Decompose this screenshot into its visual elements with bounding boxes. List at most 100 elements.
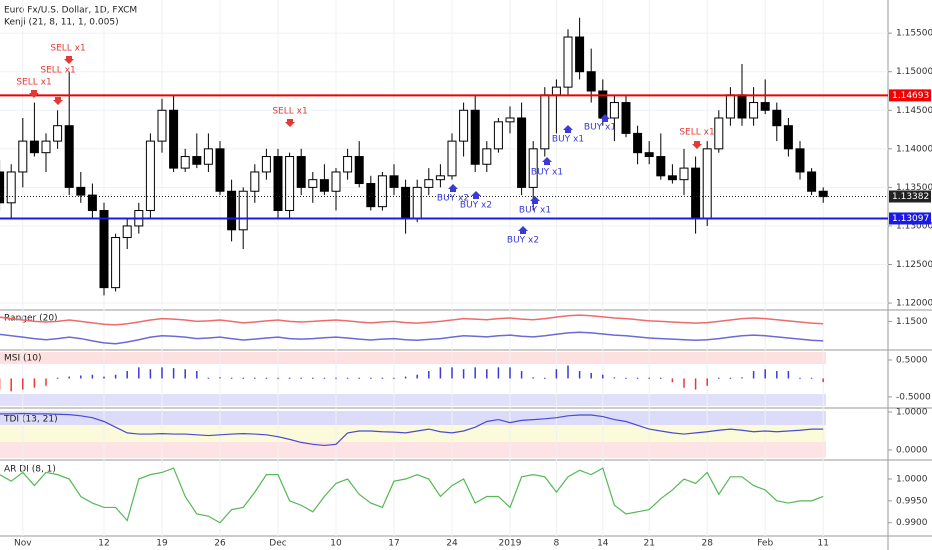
- signal-arrow: [692, 141, 702, 149]
- candle-body: [517, 117, 527, 188]
- candle-body: [412, 186, 422, 219]
- candle-body: [447, 140, 457, 177]
- histogram-bar: [265, 377, 268, 379]
- candle-body: [192, 156, 202, 165]
- candle-body: [53, 125, 63, 142]
- histogram-bar: [590, 372, 592, 379]
- candle-body: [261, 156, 271, 173]
- y-tick-label: 1.13000: [896, 221, 932, 231]
- candle-body: [459, 109, 469, 142]
- x-tick-label: Dec: [269, 539, 286, 549]
- signal-label: BUY x1: [531, 168, 563, 178]
- histogram-bar: [149, 369, 152, 379]
- candle-body: [528, 148, 538, 188]
- x-tick-label: 14: [597, 539, 609, 549]
- signal-arrow: [542, 157, 552, 165]
- histogram-bar: [56, 377, 59, 379]
- candle-body: [122, 225, 132, 239]
- symbol-title: Euro Fx/U.S. Dollar, 1D, FXCM: [4, 6, 137, 16]
- histogram-bar: [451, 367, 453, 379]
- x-tick-label: 10: [330, 539, 342, 549]
- histogram-bar: [138, 367, 140, 379]
- y-tick-label: 1.14000: [896, 144, 932, 154]
- histogram-bar: [68, 376, 70, 379]
- candle-body: [424, 179, 434, 188]
- histogram-bar: [172, 368, 175, 379]
- histogram-bar: [787, 371, 790, 379]
- candle-body: [435, 175, 445, 181]
- indicator-line: [0, 412, 824, 447]
- x-tick-label: 28: [701, 539, 713, 549]
- candle-body: [772, 109, 782, 127]
- x-tick-label: 12: [98, 539, 109, 549]
- x-tick-label: 26: [214, 539, 226, 549]
- candle-body: [807, 171, 817, 192]
- histogram-bar: [636, 377, 639, 379]
- histogram-bar: [114, 374, 117, 379]
- y-tick-label: 1.15500: [896, 29, 932, 39]
- price-level-tag: [889, 212, 931, 225]
- signal-label: SELL x1: [50, 44, 85, 54]
- candle-body: [343, 156, 353, 173]
- y-tick-label: 1.0000: [896, 475, 928, 485]
- histogram-bar: [277, 377, 279, 379]
- histogram-bar: [567, 365, 569, 379]
- candle-body: [702, 148, 712, 219]
- indicator-title: Kenji (21, 8, 11, 1, 0.005): [4, 18, 119, 28]
- candle-body: [238, 190, 248, 231]
- histogram-bar: [578, 371, 581, 379]
- candle-body: [354, 156, 364, 185]
- y-tick-label: 1.15000: [896, 67, 932, 77]
- x-tick-label: Nov: [14, 539, 32, 549]
- candle-body: [644, 152, 654, 158]
- candle-body: [273, 156, 283, 212]
- signal-arrow: [563, 125, 573, 133]
- x-tick-label: 21: [643, 539, 654, 549]
- candle-body: [691, 167, 701, 219]
- candle-body: [633, 132, 643, 154]
- signal-arrow: [471, 191, 481, 199]
- pane-title: Ranger (20): [4, 314, 58, 324]
- histogram-bar: [509, 367, 511, 379]
- signal-label: BUY x2: [437, 194, 469, 204]
- x-tick-label: 2019: [499, 539, 522, 549]
- y-tick-label: 1.12500: [896, 260, 932, 270]
- candle-body: [621, 102, 631, 134]
- histogram-bar: [196, 371, 198, 379]
- candle-body: [725, 94, 735, 119]
- candle-body: [180, 156, 190, 169]
- histogram-bar: [799, 377, 801, 379]
- y-tick-label: 1.12000: [896, 299, 932, 309]
- y-tick-label: 0.9900: [896, 518, 928, 528]
- histogram-bar: [555, 369, 558, 379]
- price-level-tag: [889, 89, 931, 102]
- candle-body: [76, 186, 86, 196]
- candle-body: [667, 175, 677, 181]
- signal-arrow: [600, 114, 610, 122]
- candle-body: [609, 102, 619, 119]
- candle-body: [551, 86, 561, 96]
- histogram-bar: [474, 367, 476, 379]
- signal-label: SELL x1: [16, 78, 51, 88]
- candle-body: [679, 167, 689, 181]
- histogram-bar: [462, 369, 465, 379]
- y-tick-label: 1.1500: [896, 317, 928, 327]
- tdi-middle-zone: [0, 425, 826, 442]
- candle-body: [586, 71, 596, 92]
- x-tick-label: 19: [156, 539, 168, 549]
- candle-body: [319, 179, 329, 192]
- candle-body: [87, 194, 97, 212]
- histogram-bar: [497, 367, 500, 379]
- candle-body: [505, 117, 515, 123]
- x-tick-label: 8: [554, 539, 560, 549]
- candle-body: [377, 175, 387, 208]
- histogram-bar: [660, 377, 662, 379]
- price-level-label: 1.13097: [892, 214, 929, 224]
- histogram-bar: [346, 377, 349, 379]
- candle-body: [227, 190, 237, 231]
- histogram-bar: [416, 374, 418, 379]
- candle-body: [401, 186, 411, 219]
- signal-label: SELL x1: [272, 107, 307, 117]
- signal-arrow: [64, 56, 74, 64]
- signal-arrow: [29, 90, 39, 98]
